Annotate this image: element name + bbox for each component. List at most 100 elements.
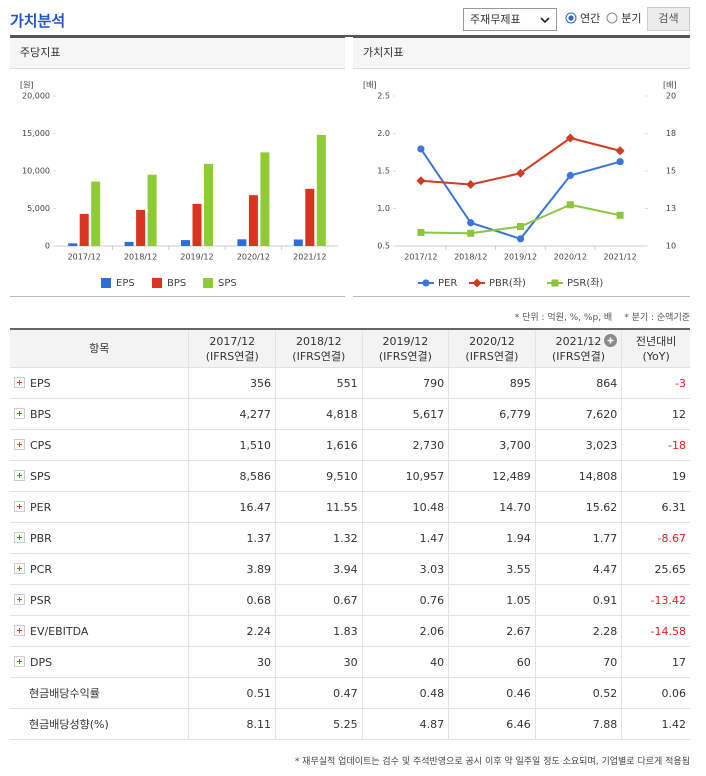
chart-panel: 주당지표 [원] 0 5,000 10,000 15,000 20,000 2017/12 2… bbox=[10, 36, 345, 297]
expand-icon[interactable] bbox=[14, 500, 25, 512]
expand-icon[interactable] bbox=[14, 624, 25, 636]
y-tick-label: 2.5 bbox=[377, 92, 390, 101]
header-line: (IFRS연결) bbox=[205, 349, 259, 363]
header-line: (IFRS연결) bbox=[551, 349, 606, 363]
radio-label: 분기 bbox=[621, 12, 642, 25]
value-cell: 0.67 bbox=[275, 584, 363, 616]
value-table: 항목 2017/12 (IFRS연결) 2018/12 (IFRS연결) 2019/12(… bbox=[10, 328, 690, 740]
row-label: EPS bbox=[30, 376, 51, 390]
header-line: 2021/12 bbox=[555, 334, 602, 348]
notes: * 단위 : 억원, %, %p, 배 * 분기 : 순액기준 bbox=[515, 310, 690, 323]
radio-option[interactable]: 분기 bbox=[606, 10, 642, 26]
chart: [배] [배] 0.5 1.0 1.5 2.0 2.5 10 13 15 18 20 2017/12 20… bbox=[363, 81, 677, 290]
value-cell: 2.67 bbox=[448, 615, 536, 647]
point bbox=[616, 158, 624, 166]
table-row: DPS 30 30 40 60 70 17 bbox=[10, 646, 690, 678]
expand-icon[interactable] bbox=[14, 469, 25, 481]
value-cell: 551 bbox=[275, 367, 363, 399]
row-label: CPS bbox=[30, 438, 52, 452]
bar bbox=[248, 195, 258, 246]
value-cell: 4,818 bbox=[275, 398, 363, 430]
table-row: EV/EBITDA 2.24 1.83 2.06 2.67 2.28 -14.58 bbox=[10, 615, 690, 647]
header-cell: 2021/12 (IFRS연결) bbox=[534, 329, 622, 368]
value-cell: 10.48 bbox=[361, 491, 449, 523]
value-cell: 3,700 bbox=[448, 429, 536, 461]
point bbox=[417, 145, 425, 153]
value-cell: 3.55 bbox=[448, 553, 536, 585]
header-cell: 2020/12 (IFRS연결) bbox=[448, 329, 536, 368]
header-line: (IFRS연결) bbox=[292, 349, 346, 363]
row-label: 현금배당성향(%) bbox=[29, 718, 109, 731]
legend-label: PER bbox=[438, 278, 457, 289]
search-button[interactable]: 검색 bbox=[647, 7, 690, 31]
value-cell: 4.47 bbox=[534, 553, 622, 585]
header-line: 2020/12 bbox=[469, 334, 515, 348]
header-cell: 2017/12 (IFRS연결) bbox=[188, 329, 276, 368]
row-label-cell: PSR bbox=[10, 584, 189, 616]
point bbox=[416, 176, 426, 186]
yoy-cell: -3 bbox=[621, 367, 690, 399]
value-cell: 2.06 bbox=[361, 615, 449, 647]
note: * 단위 : 억원, %, %p, 배 bbox=[514, 313, 613, 323]
value-cell: 0.76 bbox=[361, 584, 449, 616]
value-cell: 1.94 bbox=[448, 522, 536, 554]
value-cell: 12,489 bbox=[448, 460, 536, 492]
expand-icon[interactable] bbox=[14, 407, 25, 419]
yoy-cell: 1.42 bbox=[621, 708, 690, 740]
radio-option[interactable]: 연간 bbox=[565, 10, 600, 26]
legend-swatch bbox=[152, 278, 162, 288]
value-cell: 356 bbox=[188, 367, 276, 399]
point bbox=[467, 219, 475, 227]
expand-columns[interactable] bbox=[604, 334, 618, 347]
yoy-cell: -8.67 bbox=[621, 522, 690, 554]
expand-icon[interactable] bbox=[14, 655, 25, 667]
value-cell: 60 bbox=[448, 646, 536, 678]
point bbox=[565, 133, 575, 143]
x-tick-label: 2018/12 bbox=[454, 253, 487, 262]
point bbox=[566, 201, 574, 209]
expand-icon[interactable] bbox=[14, 438, 25, 450]
yoy-cell: 25.65 bbox=[621, 553, 690, 585]
yoy-cell: -14.58 bbox=[621, 615, 690, 647]
value-cell: 7.88 bbox=[534, 708, 622, 740]
header-line: (YoY) bbox=[642, 349, 670, 363]
table-row: PCR 3.89 3.94 3.03 3.55 4.47 25.65 bbox=[10, 553, 690, 585]
expand-icon[interactable] bbox=[14, 376, 25, 388]
table-row: BPS 4,277 4,818 5,617 6,779 7,620 12 bbox=[10, 398, 690, 430]
value-cell: 11.55 bbox=[275, 491, 363, 523]
header-line: 2019/12 bbox=[382, 334, 429, 348]
x-tick-label: 2021/12 bbox=[293, 253, 326, 262]
value-cell: 1.47 bbox=[361, 522, 449, 554]
statement-select[interactable]: 주재무제표 bbox=[463, 8, 557, 31]
value-cell: 0.91 bbox=[534, 584, 622, 616]
row-label-cell: 현금배당수익률 bbox=[10, 677, 189, 709]
value-cell: 10,957 bbox=[361, 460, 449, 492]
y2-axis-label: [배] bbox=[663, 81, 677, 90]
radio bbox=[606, 12, 618, 24]
bar bbox=[316, 134, 326, 246]
value-cell: 15.62 bbox=[534, 491, 622, 523]
expand-icon[interactable] bbox=[14, 562, 25, 574]
bar bbox=[293, 239, 303, 246]
legend-label: EPS bbox=[116, 278, 135, 289]
x-tick-label: 2018/12 bbox=[124, 253, 157, 262]
y-axis-label: [원] bbox=[20, 81, 34, 90]
y-tick-label: 10,000 bbox=[22, 167, 50, 176]
y2-tick-label: 13 bbox=[666, 204, 676, 213]
legend-label: PBR(좌) bbox=[489, 277, 526, 289]
bar bbox=[136, 209, 146, 246]
header-row: 항목 2017/12 (IFRS연결) 2018/12 (IFRS연결) 2019/12(… bbox=[10, 329, 690, 368]
expand-icon[interactable] bbox=[14, 531, 25, 543]
value-cell: 6.46 bbox=[448, 708, 536, 740]
expand-icon[interactable] bbox=[14, 593, 25, 605]
row-label-cell: EV/EBITDA bbox=[10, 615, 189, 647]
table-row: PBR 1.37 1.32 1.47 1.94 1.77 -8.67 bbox=[10, 522, 690, 554]
table-row: CPS 1,510 1,616 2,730 3,700 3,023 -18 bbox=[10, 429, 690, 461]
x-tick-label: 2019/12 bbox=[504, 253, 537, 262]
point bbox=[615, 146, 625, 156]
radio-dot bbox=[568, 15, 574, 21]
row-label-cell: PCR bbox=[10, 553, 189, 585]
row-label: PSR bbox=[30, 593, 52, 607]
chart: [원] 0 5,000 10,000 15,000 20,000 2017/12 2018/1… bbox=[20, 81, 338, 289]
value-cell: 40 bbox=[361, 646, 449, 678]
